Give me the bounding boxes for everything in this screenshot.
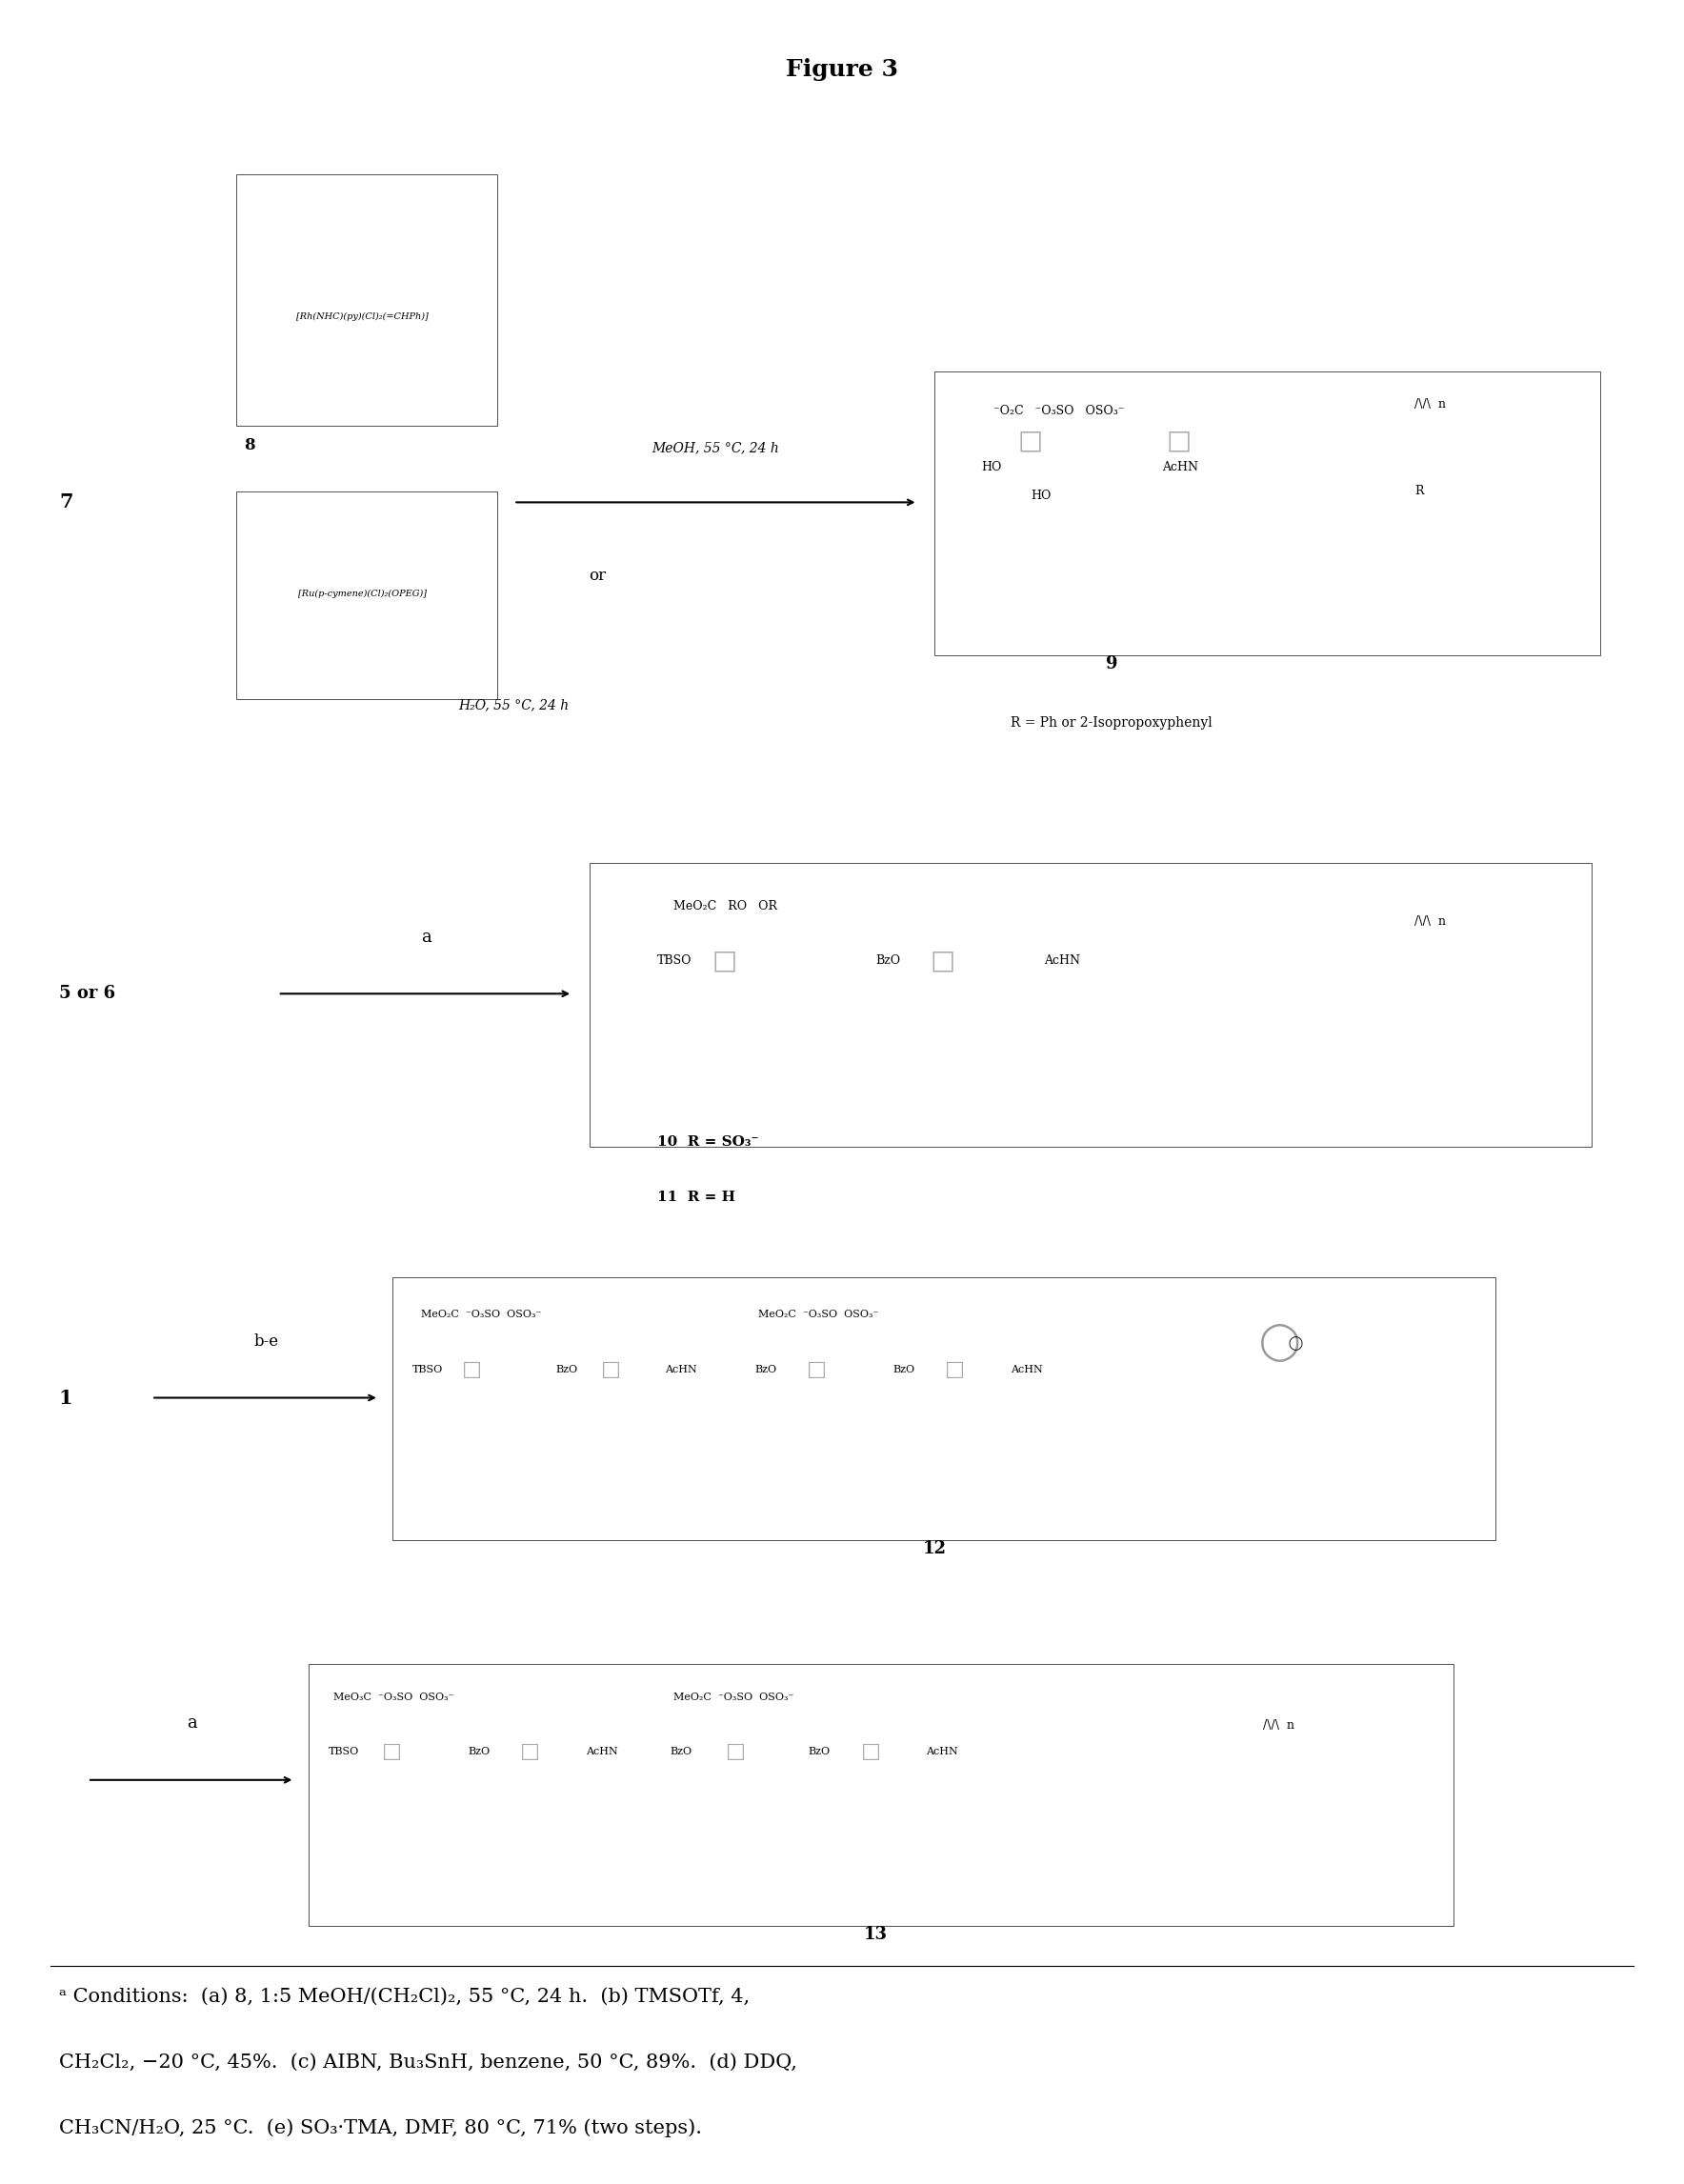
- Text: a: a: [421, 928, 431, 946]
- Text: MeO₂C  ⁻O₃SO  OSO₃⁻: MeO₂C ⁻O₃SO OSO₃⁻: [758, 1310, 877, 1319]
- Text: □: □: [712, 948, 736, 974]
- Text: BzO: BzO: [670, 1747, 692, 1756]
- Text: /\/\  n: /\/\ n: [1415, 397, 1447, 411]
- Text: b-e: b-e: [254, 1334, 278, 1350]
- Text: MeO₂C  ⁻O₃SO  OSO₃⁻: MeO₂C ⁻O₃SO OSO₃⁻: [674, 1693, 793, 1701]
- Text: [Ru(p-cymene)(Cl)₂(OPEG)]: [Ru(p-cymene)(Cl)₂(OPEG)]: [298, 590, 426, 598]
- FancyBboxPatch shape: [392, 1278, 1495, 1540]
- Text: 13: 13: [864, 1926, 887, 1944]
- Text: □: □: [945, 1358, 965, 1380]
- Text: □: □: [807, 1358, 827, 1380]
- Text: 7: 7: [59, 494, 72, 511]
- Text: □: □: [520, 1741, 541, 1762]
- Text: R = Ph or 2-Isopropoxyphenyl: R = Ph or 2-Isopropoxyphenyl: [1010, 716, 1212, 729]
- Text: □: □: [461, 1358, 482, 1380]
- FancyBboxPatch shape: [236, 175, 497, 426]
- Text: ◯: ◯: [1280, 1337, 1303, 1350]
- FancyBboxPatch shape: [236, 491, 497, 699]
- Text: BzO: BzO: [808, 1747, 830, 1756]
- Text: □: □: [1019, 428, 1042, 454]
- Text: AcHN: AcHN: [1010, 1365, 1042, 1374]
- Text: or: or: [589, 568, 606, 583]
- Text: MeO₂C   RO   OR: MeO₂C RO OR: [674, 900, 778, 913]
- Text: ⁻O₂C   ⁻O₃SO   OSO₃⁻: ⁻O₂C ⁻O₃SO OSO₃⁻: [994, 404, 1125, 417]
- FancyBboxPatch shape: [935, 371, 1600, 655]
- Text: □: □: [861, 1741, 881, 1762]
- Text: Figure 3: Figure 3: [786, 59, 898, 81]
- Text: a: a: [187, 1714, 197, 1732]
- Text: □: □: [382, 1741, 402, 1762]
- Text: MeO₂C  ⁻O₃SO  OSO₃⁻: MeO₂C ⁻O₃SO OSO₃⁻: [421, 1310, 541, 1319]
- Text: TBSO: TBSO: [328, 1747, 359, 1756]
- Text: BzO: BzO: [754, 1365, 776, 1374]
- Text: 1: 1: [59, 1389, 72, 1406]
- FancyBboxPatch shape: [308, 1664, 1453, 1926]
- Text: AcHN: AcHN: [1044, 954, 1079, 968]
- Text: CH₃CN/H₂O, 25 °C.  (e) SO₃·TMA, DMF, 80 °C, 71% (two steps).: CH₃CN/H₂O, 25 °C. (e) SO₃·TMA, DMF, 80 °…: [59, 2118, 702, 2138]
- Text: 5 or 6: 5 or 6: [59, 985, 115, 1002]
- Text: TBSO: TBSO: [657, 954, 692, 968]
- Text: □: □: [1167, 428, 1191, 454]
- Text: 10  R = SO₃⁻: 10 R = SO₃⁻: [657, 1136, 758, 1149]
- Text: CH₂Cl₂, −20 °C, 45%.  (c) AIBN, Bu₃SnH, benzene, 50 °C, 89%.  (d) DDQ,: CH₂Cl₂, −20 °C, 45%. (c) AIBN, Bu₃SnH, b…: [59, 2053, 797, 2070]
- Text: 9: 9: [1105, 655, 1118, 673]
- Text: H₂O, 55 °C, 24 h: H₂O, 55 °C, 24 h: [458, 699, 569, 712]
- Text: AcHN: AcHN: [665, 1365, 697, 1374]
- Text: BzO: BzO: [876, 954, 901, 968]
- Text: AcHN: AcHN: [1162, 461, 1197, 474]
- Text: 11  R = H: 11 R = H: [657, 1190, 734, 1203]
- FancyBboxPatch shape: [589, 863, 1591, 1147]
- Text: □: □: [601, 1358, 621, 1380]
- Text: MeOH, 55 °C, 24 h: MeOH, 55 °C, 24 h: [652, 441, 780, 454]
- Text: TBSO: TBSO: [413, 1365, 443, 1374]
- Text: /\/\  n: /\/\ n: [1415, 915, 1447, 928]
- Text: MeO₃C  ⁻O₃SO  OSO₃⁻: MeO₃C ⁻O₃SO OSO₃⁻: [333, 1693, 455, 1701]
- Text: ᵃ Conditions:  (a) 8, 1:5 MeOH/(CH₂Cl)₂, 55 °C, 24 h.  (b) TMSOTf, 4,: ᵃ Conditions: (a) 8, 1:5 MeOH/(CH₂Cl)₂, …: [59, 1987, 749, 2005]
- Text: HO: HO: [1031, 489, 1051, 502]
- Text: [Rh(NHC)(py)(Cl)₂(=CHPh)]: [Rh(NHC)(py)(Cl)₂(=CHPh)]: [296, 312, 428, 321]
- Text: ◯: ◯: [1260, 1324, 1300, 1363]
- Text: BzO: BzO: [556, 1365, 578, 1374]
- Text: HO: HO: [982, 461, 1002, 474]
- Text: AcHN: AcHN: [926, 1747, 958, 1756]
- Text: 12: 12: [923, 1540, 946, 1557]
- Text: BzO: BzO: [468, 1747, 490, 1756]
- Text: /\/\  n: /\/\ n: [1263, 1719, 1295, 1732]
- Text: □: □: [931, 948, 955, 974]
- Text: 8: 8: [244, 437, 256, 452]
- Text: AcHN: AcHN: [586, 1747, 618, 1756]
- Text: BzO: BzO: [893, 1365, 914, 1374]
- Text: R: R: [1415, 485, 1423, 498]
- Text: □: □: [726, 1741, 746, 1762]
